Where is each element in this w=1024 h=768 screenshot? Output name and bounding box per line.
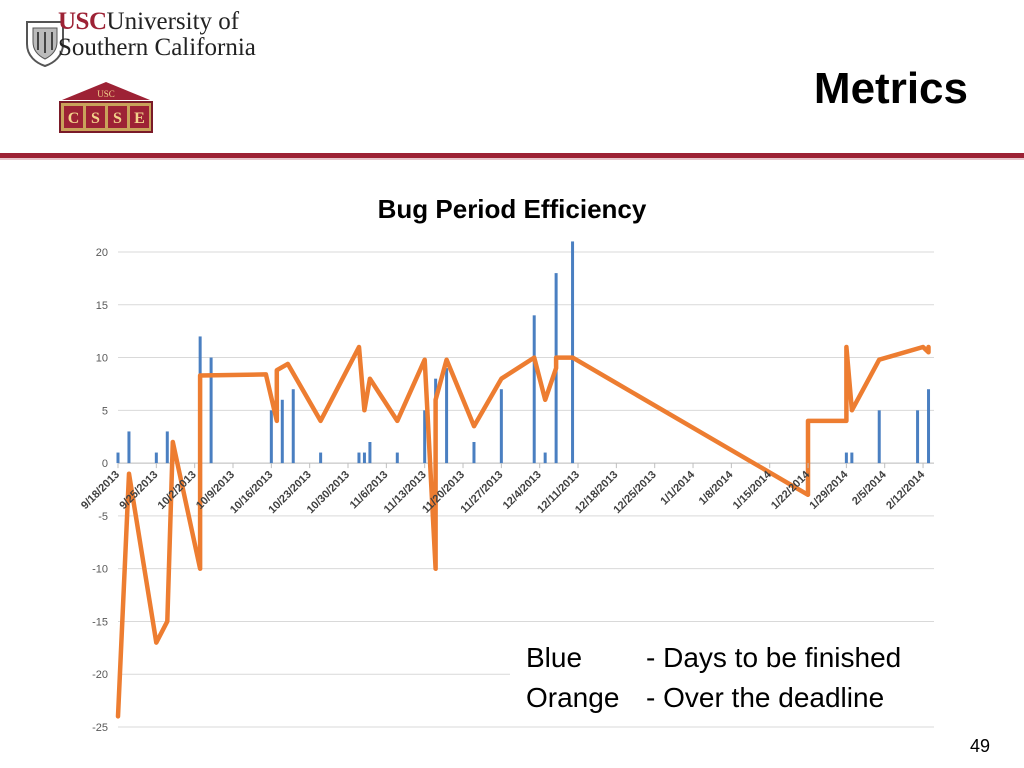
blue-bar <box>209 357 213 464</box>
blue-bar <box>927 389 931 464</box>
blue-bar <box>423 410 427 464</box>
orange-line <box>115 344 931 719</box>
blue-bar <box>127 431 131 464</box>
header-divider <box>0 153 1024 158</box>
y-tick-label: 20 <box>96 247 108 259</box>
legend-row-orange: Orange - Over the deadline <box>526 682 884 714</box>
slide-title: Metrics <box>813 64 968 113</box>
blue-bar <box>877 410 881 464</box>
page-number: 49 <box>969 736 990 756</box>
blue-bar <box>571 241 575 464</box>
x-tick-label: 2/5/2014 <box>850 468 889 507</box>
blue-bar <box>543 452 547 464</box>
y-tick-label: 0 <box>102 458 108 470</box>
x-tick-label: 2/12/2014 <box>884 468 928 512</box>
x-tick-label: 10/2/2013 <box>156 469 199 512</box>
x-tick-label: 1/1/2014 <box>658 468 697 507</box>
blue-bar <box>499 389 503 464</box>
blue-bar <box>472 442 476 464</box>
blue-bar <box>116 452 120 464</box>
blue-bar <box>291 389 295 464</box>
blue-bar <box>269 410 273 464</box>
csse-logo: USC C S S E <box>59 82 153 133</box>
y-tick-label: -25 <box>92 722 108 734</box>
blue-bar <box>357 452 361 464</box>
blue-bar <box>844 452 848 464</box>
usc-abbrev: USC <box>58 8 107 35</box>
legend: Blue - Days to be finished Orange - Over t… <box>510 638 950 724</box>
university-name-line1: USCUniversity of <box>58 8 239 36</box>
y-tick-label: -10 <box>92 564 108 576</box>
legend-blue-name: Blue <box>526 642 583 673</box>
blue-bar <box>165 431 169 464</box>
csse-letter: E <box>134 110 145 127</box>
legend-orange-name: Orange <box>526 682 620 713</box>
university-of-text: University of <box>106 8 240 35</box>
csse-roof-icon <box>62 82 150 100</box>
header-divider-shadow <box>0 158 1024 160</box>
chart-grid <box>118 251 934 728</box>
csse-letter: C <box>68 110 80 127</box>
orange-series-line <box>115 344 931 719</box>
legend-blue-desc: - Days to be finished <box>646 642 902 673</box>
x-tick-label: 9/25/2013 <box>117 469 160 512</box>
blue-bar <box>319 452 323 464</box>
x-tick-label: 1/8/2014 <box>697 468 736 507</box>
university-name-line2: Southern California <box>58 34 256 61</box>
csse-letter: S <box>113 110 122 127</box>
blue-bar <box>280 399 284 464</box>
y-tick-label: -20 <box>92 669 108 681</box>
legend-row-blue: Blue - Days to be finished <box>526 642 901 674</box>
y-tick-label: -5 <box>98 511 108 523</box>
y-tick-label: 15 <box>96 300 108 312</box>
y-tick-label: 5 <box>102 405 108 417</box>
x-tick-label: 9/18/2013 <box>79 469 122 512</box>
x-tick-label: 1/15/2014 <box>731 468 775 512</box>
blue-bar <box>395 452 399 464</box>
y-axis-ticks: 20 15 10 5 0 -5 -10 -15 -20 -25 <box>92 247 108 734</box>
chart-title: Bug Period Efficiency <box>377 194 647 224</box>
csse-top-label: USC <box>97 89 115 99</box>
blue-bar <box>445 368 449 464</box>
blue-bar <box>368 442 372 464</box>
blue-bar <box>916 410 920 464</box>
legend-orange-desc: - Over the deadline <box>646 682 885 713</box>
y-tick-label: 10 <box>96 353 108 365</box>
blue-bar <box>850 452 854 464</box>
blue-bar <box>362 452 366 464</box>
bug-period-chart: 20 15 10 5 0 -5 -10 -15 -20 -25 9/18/20139/25/201… <box>79 241 934 734</box>
x-tick-label: 1/29/2014 <box>807 468 851 512</box>
blue-bar <box>154 452 158 464</box>
csse-letter: S <box>91 110 100 127</box>
blue-bar <box>532 315 536 464</box>
usc-seal-icon <box>26 21 64 68</box>
y-tick-label: -15 <box>92 616 108 628</box>
usc-logo <box>12 10 252 68</box>
